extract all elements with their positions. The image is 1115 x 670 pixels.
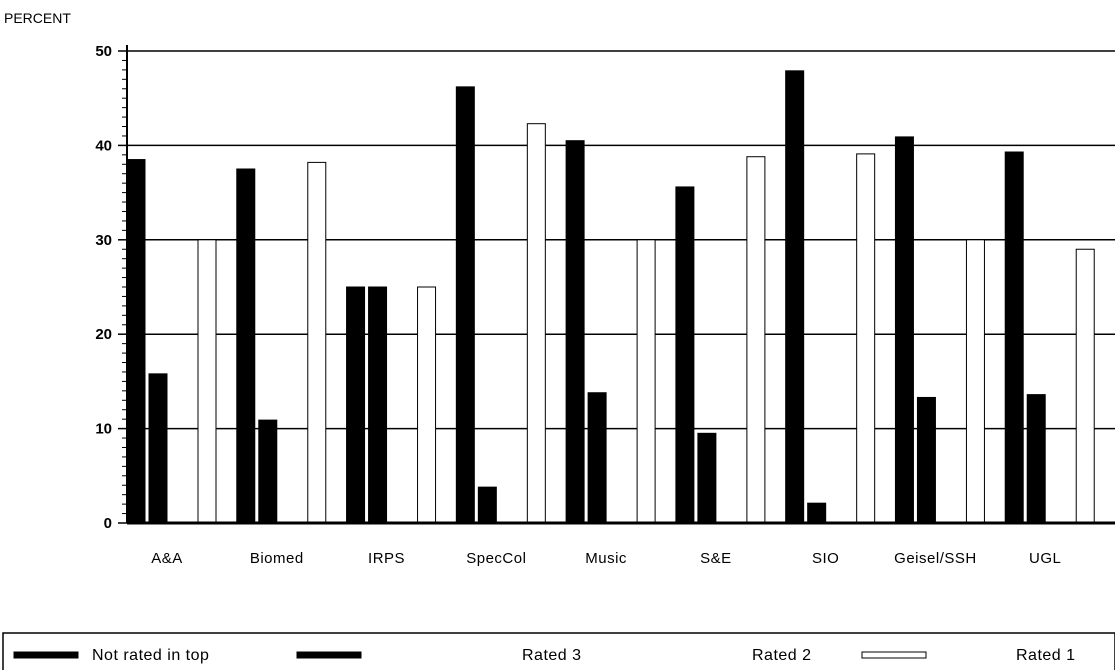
bar-not-rated-in-top <box>675 186 695 524</box>
y-tick-label: 30 <box>95 232 112 249</box>
bar-rated-3 <box>587 392 607 524</box>
x-category-label: Biomed <box>250 550 304 567</box>
legend-swatch <box>13 651 79 659</box>
bar-not-rated-in-top <box>785 70 805 524</box>
legend-box <box>2 632 1115 670</box>
legend-swatch <box>861 651 927 659</box>
bars <box>126 70 1095 524</box>
x-category-label: SIO <box>812 550 839 567</box>
bar-rated-1 <box>526 123 546 524</box>
bar-rated-1 <box>1075 248 1095 524</box>
bar-rated-1 <box>307 161 327 524</box>
y-tick-label: 50 <box>95 43 112 60</box>
bar-rated-3 <box>1026 394 1046 524</box>
legend-label: Rated 3 <box>522 647 582 664</box>
bar-not-rated-in-top <box>346 286 366 524</box>
bar-rated-1 <box>636 239 656 524</box>
x-category-label: IRPS <box>368 550 405 567</box>
x-category-labels: A&A Biomed IRPS SpecCol Music S&E SIO Geisel/SS… <box>151 550 1061 567</box>
axes <box>118 45 1115 525</box>
y-tick-label: 20 <box>95 326 112 343</box>
bar-rated-3 <box>477 486 497 524</box>
legend-label: Rated 1 <box>1016 647 1076 664</box>
bar-not-rated-in-top <box>455 86 475 524</box>
bar-rated-3 <box>148 373 168 524</box>
x-category-label: UGL <box>1029 550 1061 567</box>
bar-rated-3 <box>258 419 278 524</box>
bar-not-rated-in-top <box>894 136 914 524</box>
bar-not-rated-in-top <box>126 159 146 524</box>
bar-rated-3 <box>697 432 717 524</box>
x-category-label: SpecCol <box>466 550 526 567</box>
legend-label: Not rated in top <box>92 647 209 664</box>
bar-rated-1 <box>746 156 766 524</box>
bar-rated-1 <box>965 239 985 524</box>
legend: Not rated in top Rated 3 Rated 2 Rated 1 <box>2 632 1115 670</box>
bar-rated-1 <box>856 153 876 524</box>
bar-rated-1 <box>197 239 217 524</box>
bar-not-rated-in-top <box>1004 151 1024 524</box>
bar-rated-1 <box>417 286 437 524</box>
legend-swatch <box>296 651 362 659</box>
y-tick-label: 40 <box>95 137 112 154</box>
x-category-label: Geisel/SSH <box>894 550 977 567</box>
bar-not-rated-in-top <box>565 140 585 524</box>
legend-label: Rated 2 <box>752 647 812 664</box>
x-category-label: S&E <box>700 550 732 567</box>
x-category-label: A&A <box>151 550 183 567</box>
y-tick-labels: 0 10 20 30 40 50 <box>95 43 112 532</box>
y-axis-title: PERCENT <box>4 10 71 26</box>
bar-rated-3 <box>368 286 388 524</box>
gridlines <box>127 50 1115 430</box>
bar-rated-3 <box>916 396 936 524</box>
y-tick-label: 0 <box>104 515 112 532</box>
bar-rated-3 <box>807 502 827 524</box>
bar-not-rated-in-top <box>236 168 256 524</box>
x-category-label: Music <box>585 550 627 567</box>
y-tick-label: 10 <box>95 421 112 438</box>
